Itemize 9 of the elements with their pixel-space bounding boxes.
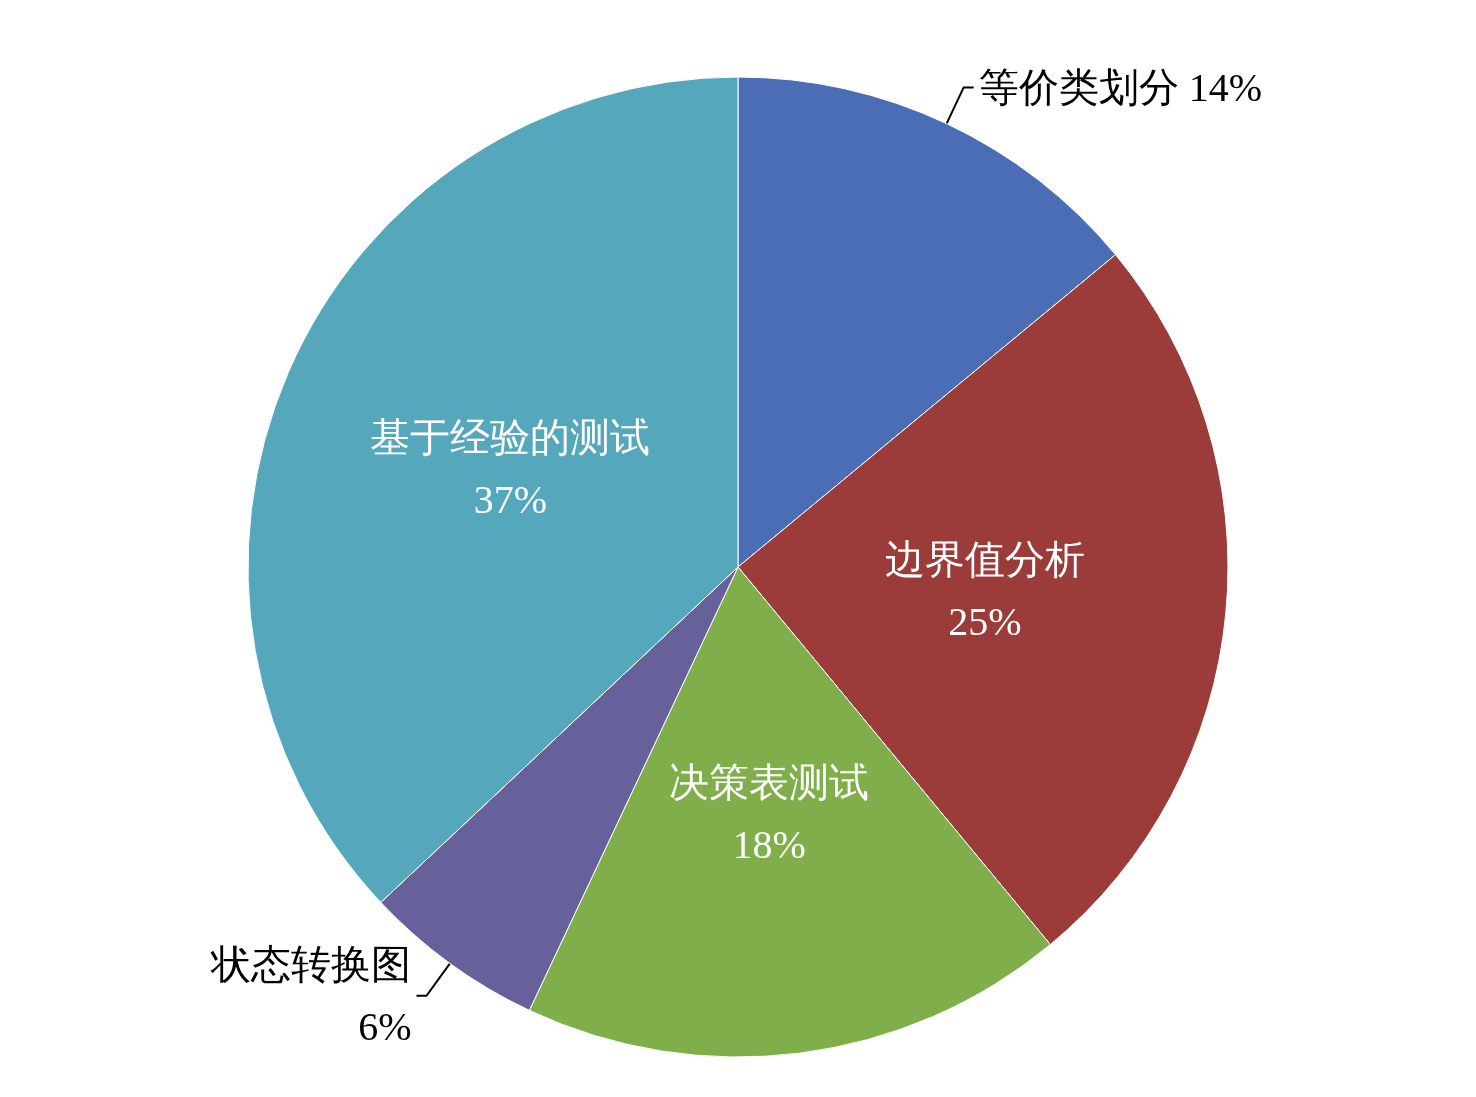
data-label: 25% [948, 598, 1022, 644]
data-label: 18% [732, 821, 806, 867]
slice-label: 状态转换图 [210, 942, 412, 988]
slice-label: 等价类划分 14% [978, 64, 1262, 110]
data-label: 6% [358, 1004, 412, 1050]
slice-label: 决策表测试 [669, 759, 870, 805]
data-label: 37% [473, 477, 548, 523]
slice-label: 基于经验的测试 [370, 415, 651, 461]
slice-label: 边界值分析 [884, 536, 1085, 582]
